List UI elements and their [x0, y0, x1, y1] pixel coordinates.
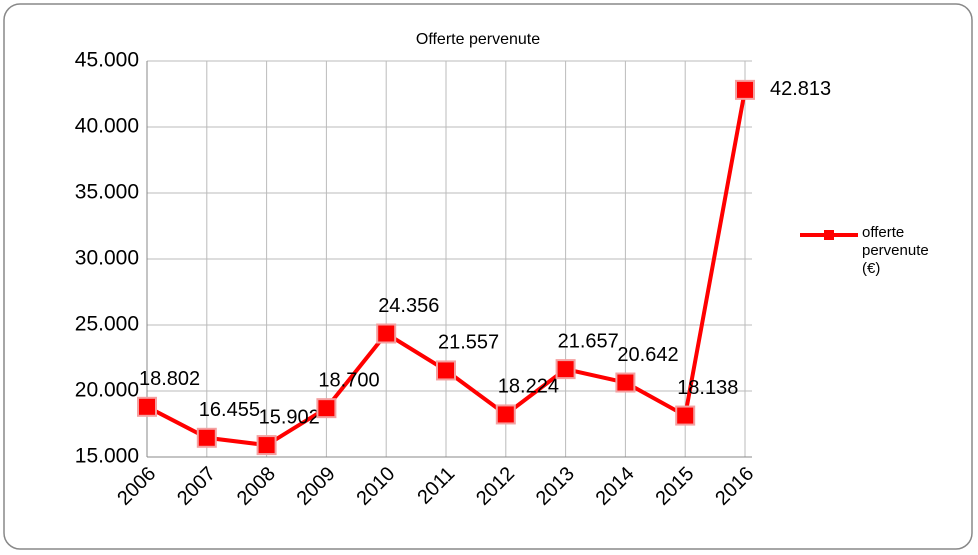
data-label: 15.902	[259, 406, 320, 428]
chart-frame	[3, 3, 973, 550]
point-marker	[615, 372, 636, 393]
data-label: 18.224	[498, 376, 559, 398]
point-marker	[495, 404, 516, 425]
point-marker	[196, 427, 217, 448]
y-tick-label: 20.000	[75, 379, 139, 402]
data-label: 18.138	[677, 377, 738, 399]
point-marker	[137, 396, 157, 417]
data-label: 24.356	[378, 295, 439, 317]
y-tick-label: 25.000	[75, 313, 139, 336]
point-marker	[316, 398, 337, 419]
y-tick-label: 40.000	[75, 115, 139, 138]
data-label: 18.700	[318, 369, 379, 391]
y-tick-label: 30.000	[75, 247, 139, 270]
data-label: 21.657	[558, 330, 619, 352]
legend-marker	[824, 230, 834, 240]
point-marker	[436, 360, 456, 381]
point-marker	[376, 323, 397, 344]
point-marker	[256, 435, 277, 456]
point-marker	[735, 79, 755, 100]
data-label: 21.557	[438, 332, 499, 354]
data-label: 20.642	[617, 344, 678, 366]
y-tick-label: 15.000	[75, 445, 139, 468]
chart-title: Offerte pervenute	[416, 31, 540, 48]
data-label: 16.455	[199, 399, 260, 421]
y-tick-label: 45.000	[75, 49, 139, 72]
point-marker	[555, 359, 576, 380]
data-label: 42.813	[770, 78, 831, 100]
point-marker	[675, 405, 696, 426]
data-label: 18.802	[139, 368, 200, 390]
legend-label: offerte pervenute (€)	[862, 224, 929, 277]
y-tick-label: 35.000	[75, 181, 139, 204]
